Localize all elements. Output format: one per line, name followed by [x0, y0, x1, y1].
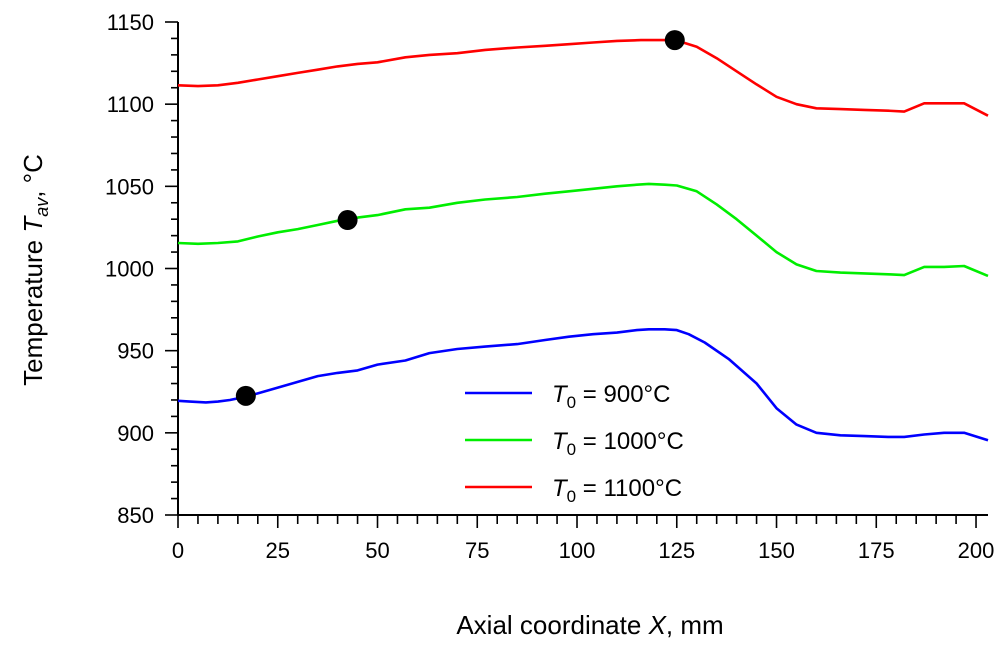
y-tick-label: 1150	[107, 10, 154, 35]
y-tick-label: 1100	[107, 92, 154, 117]
series-marker	[235, 385, 256, 406]
legend-label: T0 = 1000°C	[552, 428, 684, 459]
axes-layer: 850 900 950 1000 1050 1100 1150 0 25 50 75 100 125 15…	[105, 10, 994, 563]
legend: T0 = 900°C T0 = 1000°C T0 = 1100°C	[465, 381, 684, 506]
y-tick-label: 1050	[105, 174, 154, 199]
x-tick-label: 200	[958, 538, 995, 563]
series-line	[177, 327, 989, 442]
x-tick-label: 0	[172, 538, 184, 563]
x-tick-label: 100	[559, 538, 596, 563]
x-tick-label: 175	[858, 538, 895, 563]
series-line	[177, 38, 989, 117]
x-tick-label: 25	[266, 538, 290, 563]
y-tick-label: 950	[117, 339, 154, 364]
y-axis-title: Temperature Tav, °C	[18, 154, 52, 386]
y-tick-label: 900	[117, 421, 154, 446]
x-tick-label: 125	[658, 538, 695, 563]
markers-layer	[235, 30, 685, 406]
series-marker	[337, 210, 358, 231]
y-tick-label: 1000	[105, 257, 154, 282]
legend-label: T0 = 1100°C	[552, 475, 682, 506]
y-tick-label: 850	[117, 503, 154, 528]
legend-label: T0 = 900°C	[552, 381, 670, 412]
series-marker	[664, 30, 685, 51]
series-layer	[177, 38, 989, 442]
x-tick-label: 75	[465, 538, 489, 563]
x-tick-label: 150	[758, 538, 795, 563]
series-line	[177, 182, 989, 278]
x-tick-label: 50	[365, 538, 389, 563]
x-axis-title: Axial coordinate X, mm	[456, 610, 723, 640]
